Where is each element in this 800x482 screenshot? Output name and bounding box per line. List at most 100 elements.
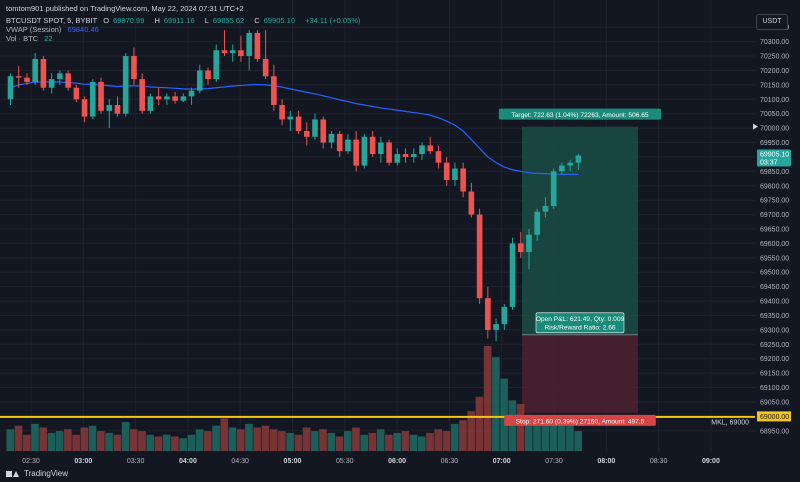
ohlc-change: +34.11 (+0.05%) xyxy=(305,16,361,25)
candle-body xyxy=(114,105,121,114)
candle-body xyxy=(229,50,236,54)
candle-body xyxy=(312,119,318,137)
candle-body xyxy=(402,154,409,157)
x-tick-label: 08:30 xyxy=(650,458,668,465)
y-tick-label: 69750.00 xyxy=(760,198,789,205)
volume-bar xyxy=(245,423,253,451)
candle-body xyxy=(221,50,228,54)
y-tick-label: 69850.00 xyxy=(760,169,789,176)
x-tick-label: 06:00 xyxy=(388,458,406,465)
candle-body xyxy=(485,298,491,330)
y-tick-label: 70250.00 xyxy=(760,54,789,61)
candle-body xyxy=(394,154,401,163)
target-label: Target: 722.63 (1.04%) 72263, Amount: 50… xyxy=(511,112,648,119)
candle-body xyxy=(460,168,466,192)
volume-bar xyxy=(327,432,336,451)
candle-body xyxy=(180,96,187,101)
symbol-ohlc-line[interactable]: BTCUSDT SPOT, 5, BYBIT O 69870.99 H 69911.… xyxy=(6,16,364,25)
volume-bar xyxy=(549,416,558,451)
candle-body xyxy=(57,73,63,80)
candle-body xyxy=(419,145,425,155)
x-tick-label: 05:30 xyxy=(336,458,354,465)
mkl-price-tag xyxy=(757,411,791,422)
y-tick-label: 69600.00 xyxy=(760,241,789,248)
symbol-name[interactable]: BTCUSDT SPOT, 5, BYBIT xyxy=(6,16,98,25)
volume-bar xyxy=(55,431,64,451)
ohlc-open-value: 69870.99 xyxy=(113,16,145,25)
candle-body xyxy=(501,306,508,325)
candle-body xyxy=(164,96,170,100)
y-tick-label: 70050.00 xyxy=(760,111,789,118)
candle-body xyxy=(279,105,285,120)
volume-bar xyxy=(483,346,492,451)
candle-body xyxy=(65,73,71,88)
candle-body xyxy=(81,99,88,117)
currency-button[interactable]: USDT xyxy=(756,14,788,30)
y-tick-label: 69150.00 xyxy=(760,371,789,378)
ohlc-low: L 69855.62 xyxy=(205,16,248,25)
volume-bar xyxy=(171,436,179,451)
vwap-label[interactable]: VWAP (Session) xyxy=(6,25,62,34)
y-tick-label: 69450.00 xyxy=(760,284,789,291)
volume-bar xyxy=(212,425,220,451)
volume-bar xyxy=(204,431,212,451)
volume-legend[interactable]: Vol · BTC 22 xyxy=(6,34,57,43)
y-tick-label: 70100.00 xyxy=(760,97,789,104)
y-tick-label: 69800.00 xyxy=(760,183,789,190)
risk-reward-label: Risk/Reward Ratio: 2.66 xyxy=(544,324,615,331)
x-tick-label: 02:30 xyxy=(22,458,40,465)
y-tick-label: 69950.00 xyxy=(760,140,789,147)
mkl-label: MKL, 69000 xyxy=(711,419,749,426)
volume-bar xyxy=(524,414,533,451)
volume-bar xyxy=(105,432,113,451)
volume-bar xyxy=(533,418,541,451)
open-pnl-box xyxy=(535,312,625,334)
volume-bar xyxy=(393,432,401,451)
volume-bar xyxy=(434,429,443,451)
candle-body xyxy=(172,96,178,101)
x-tick-label: 04:30 xyxy=(231,458,249,465)
volume-bar xyxy=(6,429,15,451)
volume-bar xyxy=(311,431,319,451)
volume-bar xyxy=(269,429,278,451)
volume-label[interactable]: Vol · BTC xyxy=(6,34,39,43)
volume-bar xyxy=(228,427,237,451)
tradingview-logo[interactable]: TradingView xyxy=(6,469,68,478)
candle-body xyxy=(452,168,458,180)
candle-body xyxy=(567,162,573,166)
volume-bar xyxy=(80,427,89,451)
x-tick-label: 03:00 xyxy=(74,458,92,465)
volume-bar xyxy=(129,429,138,451)
volume-bar xyxy=(557,420,566,451)
volume-bar xyxy=(236,429,245,451)
ohlc-high-label: H xyxy=(154,16,160,25)
y-tick-label: 69300.00 xyxy=(760,327,789,334)
published-note: tomtom901 published on TradingView.com, … xyxy=(6,4,244,13)
y-tick-label: 69700.00 xyxy=(760,212,789,219)
y-tick-label: 70300.00 xyxy=(760,39,789,46)
volume-bar xyxy=(418,436,426,451)
candle-body xyxy=(559,165,565,172)
vwap-legend[interactable]: VWAP (Session) 69840.46 xyxy=(6,25,103,34)
volume-bar xyxy=(294,434,303,451)
y-tick-label: 69250.00 xyxy=(760,342,789,349)
volume-bar xyxy=(409,434,418,451)
volume-bar xyxy=(302,427,311,451)
ohlc-high-value: 69911.16 xyxy=(163,16,195,25)
candle-body xyxy=(369,136,376,155)
volume-bar xyxy=(14,425,23,451)
volume-bar xyxy=(459,420,467,451)
candle-body xyxy=(509,243,516,307)
candle-body xyxy=(32,58,38,82)
volume-bar xyxy=(319,429,327,451)
candle-body xyxy=(476,214,483,299)
candle-body xyxy=(271,76,277,106)
volume-bar xyxy=(261,425,270,451)
tradingview-logo-icon xyxy=(6,470,20,478)
candle-body xyxy=(238,50,244,57)
candle-body xyxy=(427,145,434,152)
y-tick-label: 69650.00 xyxy=(760,227,789,234)
y-tick-label: 69500.00 xyxy=(760,270,789,277)
volume-bar xyxy=(138,431,146,451)
